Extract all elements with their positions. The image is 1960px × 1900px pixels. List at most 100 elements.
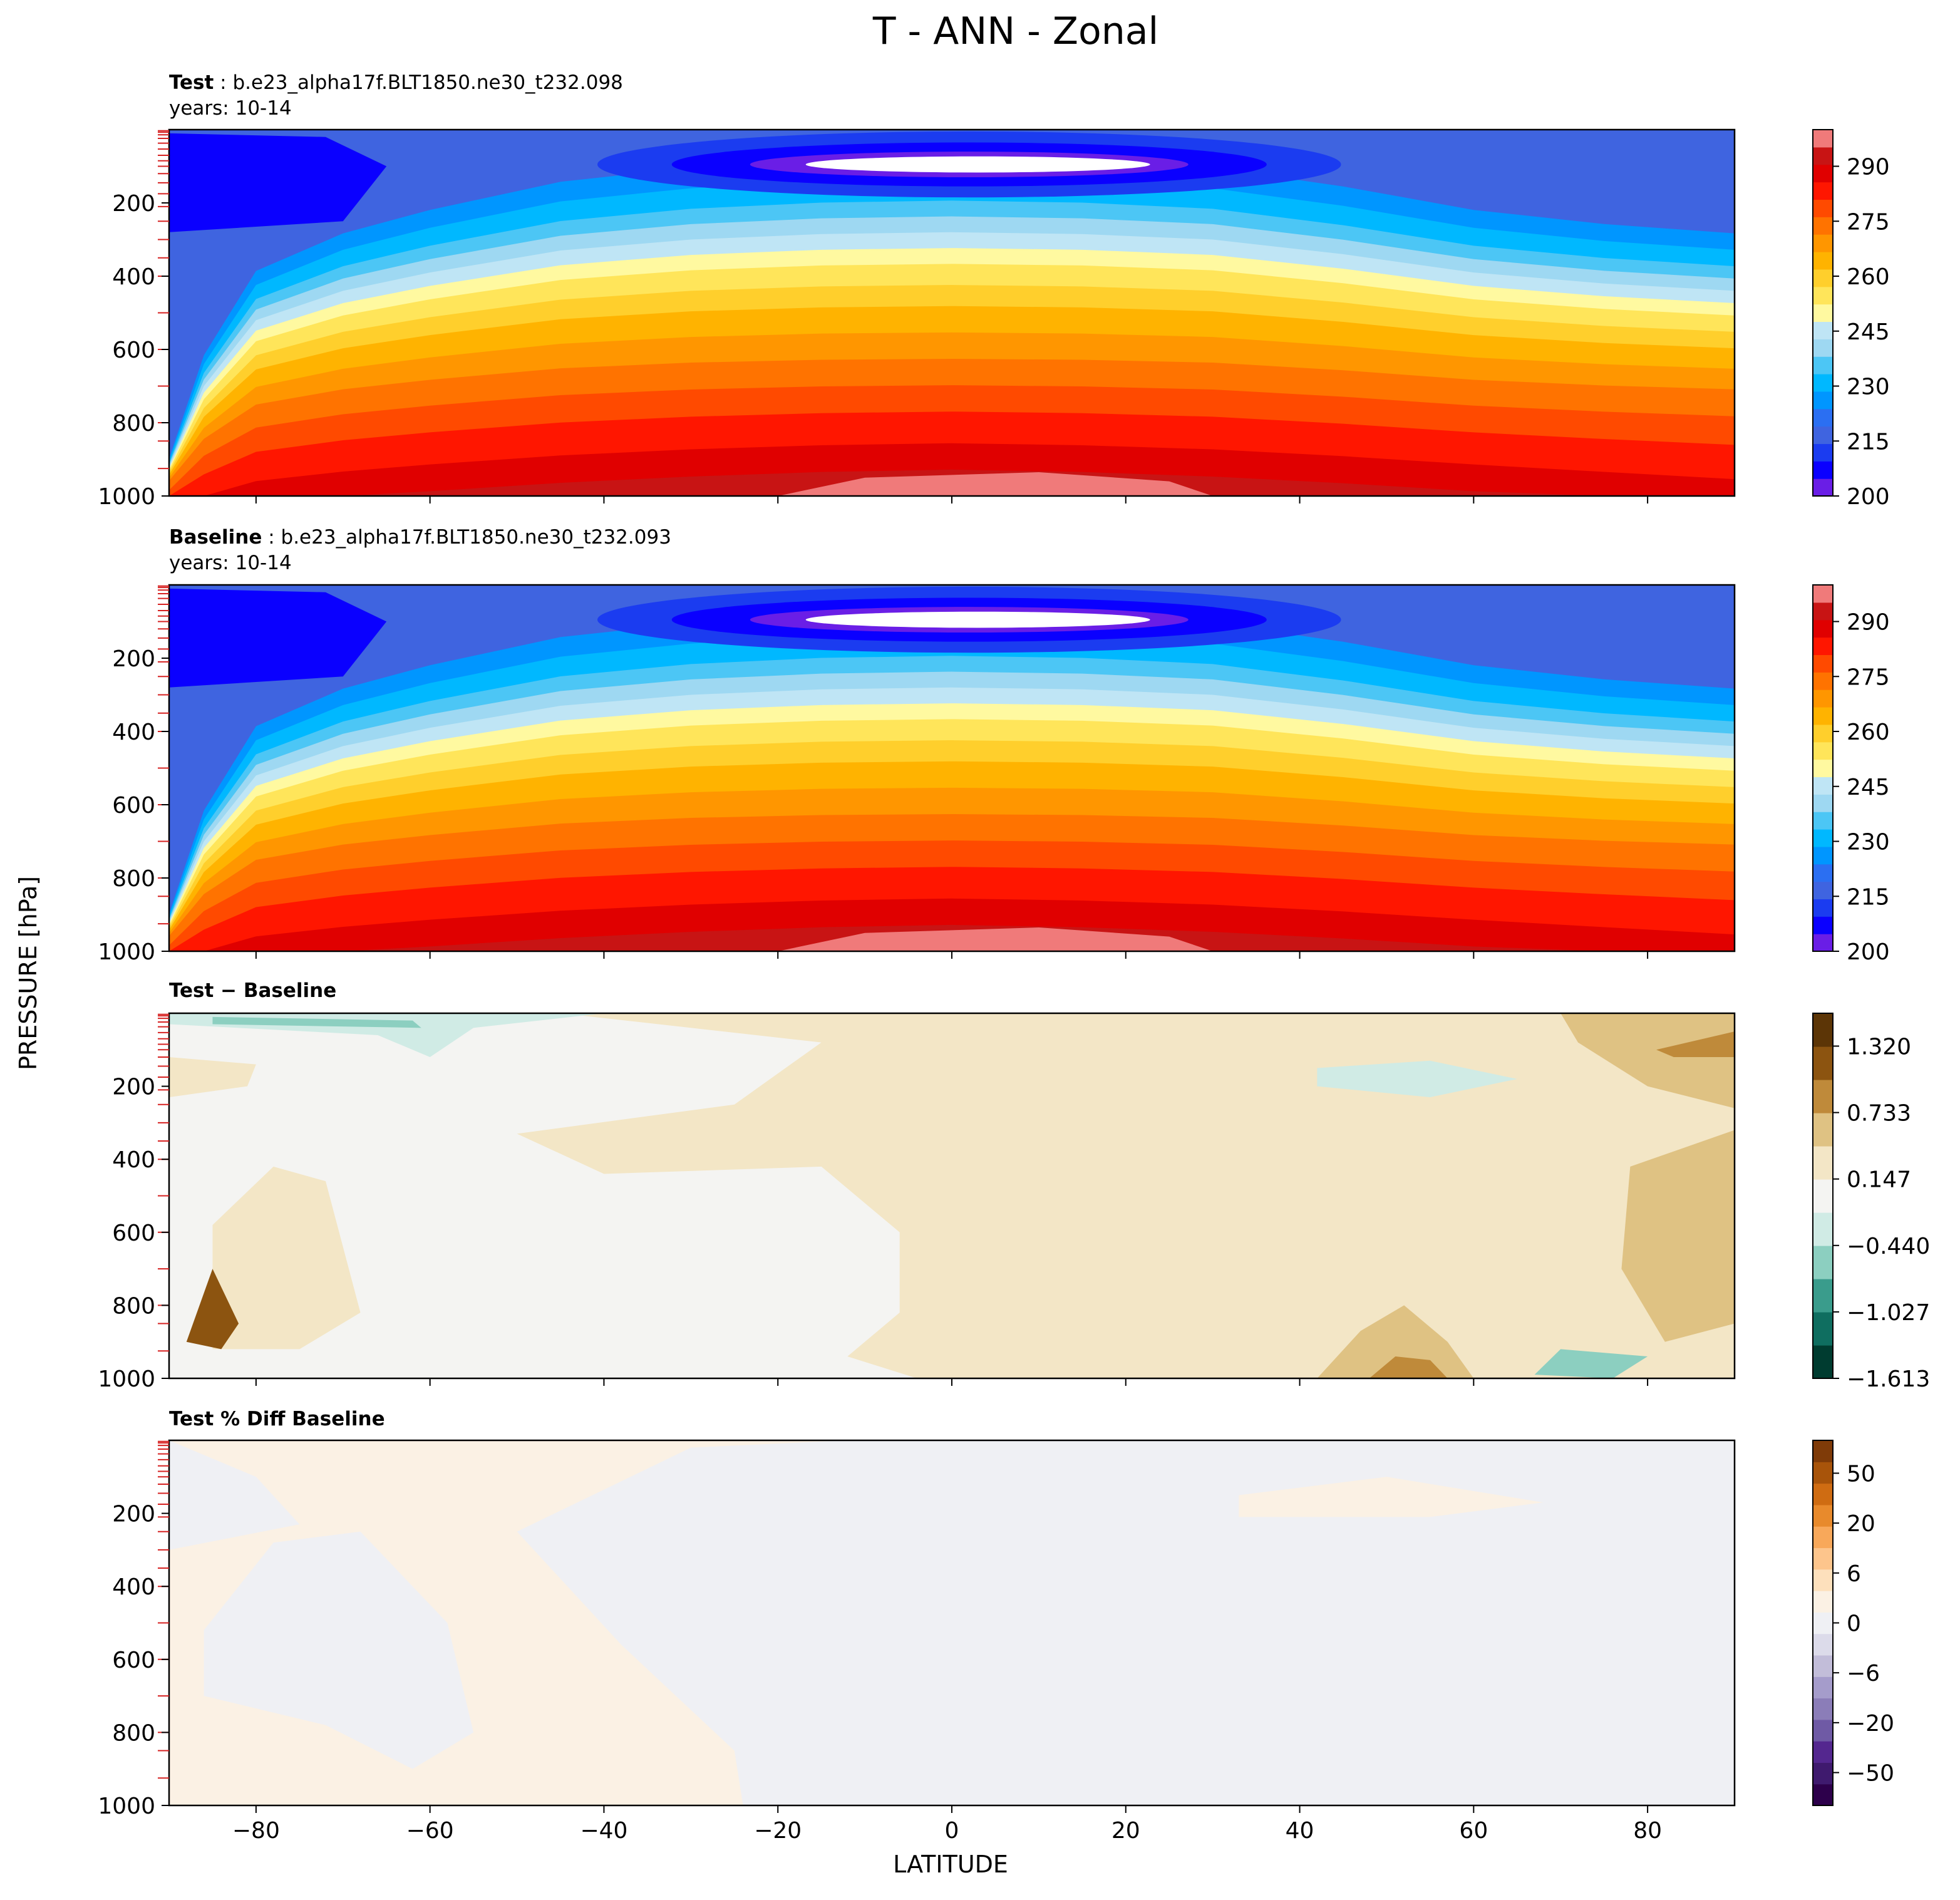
panel-title-bold: Test [169,71,214,94]
contour-band [186,1269,239,1350]
x-tick-label: 40 [1286,1818,1314,1844]
colorbar-segment [1813,321,1833,339]
colorbar-tick-label: 275 [1847,664,1890,690]
panel-pctdiff: Test % Diff Baseline2004006008001000−80−… [98,1408,1894,1844]
colorbar-segment [1813,1440,1833,1462]
contour-band [517,1013,1735,1378]
colorbar-tick-label: 230 [1847,374,1890,400]
y-tick-label: 800 [112,411,155,436]
contour-band [1317,1060,1517,1098]
colorbar-segment [1813,130,1833,148]
colorbar: 1.320 0.733 0.147 −0.440 −1.027 −1.613 [1812,1013,1930,1392]
panel-diff: Test − Baseline 200 400 600 800 1000 1.320 0.73… [98,979,1930,1392]
colorbar-segment [1813,1719,1833,1742]
colorbar-segment [1813,1698,1833,1720]
contour-band [212,1166,361,1350]
colorbar-tick-label: −1.613 [1847,1366,1930,1392]
colorbar-segment [1813,182,1833,200]
colorbar-segment [1813,689,1833,708]
colorbar-segment [1813,934,1833,952]
colorbar-segment [1813,374,1833,392]
colorbar-tick-label: −50 [1847,1761,1894,1787]
colorbar-segment [1813,164,1833,183]
colorbar-segment [1813,1312,1833,1346]
colorbar-segment [1813,339,1833,357]
colorbar-segment [1813,794,1833,812]
colorbar-segment [1813,1345,1833,1379]
colorbar-segment [1813,1591,1833,1613]
y-tick-label: 1000 [98,1794,155,1819]
polar-cold-cap [169,133,387,232]
contour-band [1560,1013,1735,1108]
y-tick-label: 600 [112,338,155,363]
colorbar-segment [1813,286,1833,305]
colorbar-tick-label: −6 [1847,1661,1880,1686]
colorbar-segment [1813,1655,1833,1677]
contour-band [1317,1305,1474,1378]
colorbar-segment [1813,619,1833,638]
surface-hot-band [778,472,1213,496]
y-tick-label: 1000 [98,1366,155,1392]
colorbar-tick-label: −1.027 [1847,1300,1930,1326]
colorbar-segment [1813,1569,1833,1591]
contour-band [169,1056,256,1098]
colorbar-tick-label: 245 [1847,775,1890,800]
colorbar-segment [1813,1633,1833,1656]
colorbar-segment [1813,724,1833,743]
colorbar-tick-label: 200 [1847,939,1890,965]
panels: Test : b.e23_alpha17f.BLT1850.ne30_t232.… [98,71,1930,1844]
colorbar-segment [1813,391,1833,410]
contour-field [169,585,1735,951]
colorbar-tick-label: 260 [1847,264,1890,290]
contour-field [169,130,1735,496]
panel-title: Test − Baseline [169,979,336,1002]
panel-subtitle: years: 10-14 [169,97,292,120]
colorbar-segment [1813,1046,1833,1080]
x-tick-label: 20 [1112,1818,1140,1844]
colorbar-segment [1813,812,1833,830]
colorbar-segment [1813,147,1833,165]
colorbar-tick-label: 50 [1847,1461,1875,1487]
colorbar-tick-label: 245 [1847,319,1890,345]
panel-baseline: Baseline : b.e23_alpha17f.BLT1850.ne30_t… [98,526,1889,965]
colorbar-tick-label: 0.733 [1847,1101,1911,1127]
colorbar-tick-label: 1.320 [1847,1034,1911,1060]
colorbar-segment [1813,899,1833,917]
colorbar-frame [1812,584,1834,952]
colorbar-segment [1813,1146,1833,1180]
contour-field [169,1440,1735,1805]
colorbar-tick-label: 6 [1847,1561,1861,1587]
colorbar-segment [1813,1246,1833,1279]
cold-core-min [805,156,1150,173]
panel-test: Test : b.e23_alpha17f.BLT1850.ne30_t232.… [98,71,1889,510]
colorbar-segment [1813,443,1833,462]
x-axis-label: LATITUDE [893,1851,1008,1878]
colorbar-segment [1813,1279,1833,1313]
x-tick-label: −40 [580,1818,627,1844]
y-tick-label: 600 [112,1221,155,1246]
colorbar-segment [1813,217,1833,235]
colorbar-segment [1813,672,1833,690]
colorbar-tick-label: 0.147 [1847,1167,1911,1193]
colorbar-segment [1813,881,1833,900]
colorbar-segment [1813,1612,1833,1634]
colorbar-segment [1813,1113,1833,1147]
y-tick-label: 400 [112,1147,155,1173]
surface-hot-band [778,927,1213,951]
y-tick-label: 400 [112,264,155,290]
colorbar-segment [1813,1080,1833,1113]
colorbar-segment [1813,234,1833,252]
colorbar-segment [1813,1741,1833,1763]
colorbar-segment [1813,461,1833,479]
colorbar-segment [1813,199,1833,217]
colorbar-segment [1813,1483,1833,1505]
contour-band [1534,1349,1648,1378]
colorbar-segment [1813,864,1833,882]
panel-title-bold: Test − Baseline [169,979,336,1002]
contour-band [1621,1130,1735,1342]
panel-subtitle: years: 10-14 [169,552,292,574]
colorbar-segment [1813,269,1833,287]
colorbar-tick-label: −20 [1847,1711,1894,1737]
colorbar-tick-label: 260 [1847,720,1890,745]
y-tick-label: 200 [112,191,155,217]
